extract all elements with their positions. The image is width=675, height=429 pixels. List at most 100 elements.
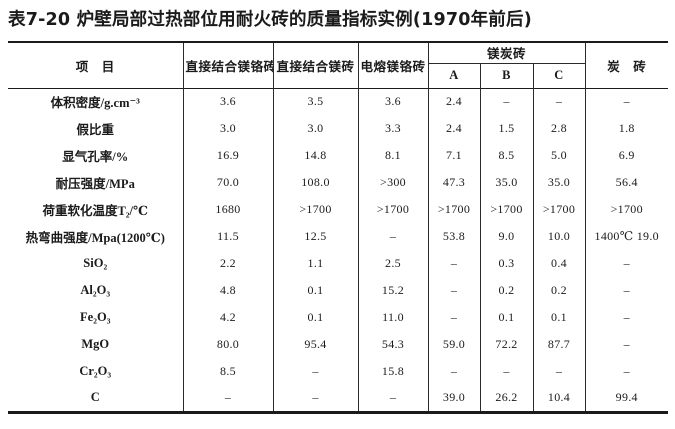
table-cell: 80.0: [182, 331, 274, 358]
table-cell: –: [584, 277, 668, 304]
table-cell: –: [532, 88, 586, 115]
col-header-grade-b: B: [479, 63, 534, 88]
table-cell: 35.0: [532, 169, 586, 196]
col-header-direct-bonded-magnesia-chrome-brick: 直接结合镁铬砖: [182, 42, 274, 88]
table-cell: 7.1: [427, 142, 481, 169]
table-cell: 0.2: [532, 277, 586, 304]
table-row: Fe₂O₃ 4.2 0.1 11.0–0.1 0.1–: [8, 304, 668, 331]
table-cell: –: [479, 88, 534, 115]
table-cell: >1700: [272, 196, 359, 223]
row-label: C: [8, 385, 184, 412]
table-cell: 11.5: [182, 223, 274, 250]
table-cell: 99.4: [584, 385, 668, 412]
table-cell: –: [272, 358, 359, 385]
table-cell: 8.5: [182, 358, 274, 385]
row-label: MgO: [8, 331, 184, 358]
row-label: 显气孔率/%: [8, 142, 184, 169]
header-row-sub: A B C: [8, 63, 668, 88]
table-cell: 15.2: [357, 277, 429, 304]
row-label: 热弯曲强度/Mpa(1200℃): [8, 223, 184, 250]
table-cell: 1400℃ 19.0: [584, 223, 668, 250]
table-cell: 2.2: [182, 250, 274, 277]
row-label: 假比重: [8, 115, 184, 142]
table-cell: 39.0: [427, 385, 481, 412]
table-cell: 0.1: [479, 304, 534, 331]
refractory-brick-quality-table: 项 目 直接结合镁铬砖 直接结合镁砖 电熔镁铬砖 镁炭砖 炭 砖 A B C 体…: [8, 41, 668, 414]
table-row: Al₂O₃ 4.8 0.1 15.2–0.2 0.2–: [8, 277, 668, 304]
table-cell: 3.5: [272, 88, 359, 115]
row-label: Fe₂O₃: [8, 304, 184, 331]
table-cell: 108.0: [272, 169, 359, 196]
table-cell: 2.4: [427, 88, 481, 115]
row-label: Al₂O₃: [8, 277, 184, 304]
table-cell: 70.0: [182, 169, 274, 196]
table-cell: 59.0: [427, 331, 481, 358]
table-cell: 1.5: [479, 115, 534, 142]
table-cell: 95.4: [272, 331, 359, 358]
table-cell: –: [272, 385, 359, 412]
table-cell: –: [584, 304, 668, 331]
table-cell: 1.1: [272, 250, 359, 277]
table-cell: –: [427, 250, 481, 277]
table-cell: 11.0: [357, 304, 429, 331]
col-header-carbon-brick: 炭 砖: [584, 42, 668, 88]
table-cell: –: [357, 223, 429, 250]
table-cell: 47.3: [427, 169, 481, 196]
table-cell: 9.0: [479, 223, 534, 250]
table-row: 耐压强度/MPa 70.0 108.0 >300 47.3 35.0 35.0 56.4: [8, 169, 668, 196]
header-row-top: 项 目 直接结合镁铬砖 直接结合镁砖 电熔镁铬砖 镁炭砖 炭 砖: [8, 42, 668, 88]
col-header-fused-magnesia-chrome-brick: 电熔镁铬砖: [357, 42, 429, 88]
table-row: 显气孔率/% 16.9 14.8 8.1 7.1 8.5 5.0 6.9: [8, 142, 668, 169]
table-cell: –: [479, 358, 534, 385]
table-cell: 87.7: [532, 331, 586, 358]
table-cell: 56.4: [584, 169, 668, 196]
table-row: 荷重软化温度T₂/℃ 1680 >1700 >1700 >1700 >1700 >1700 >…: [8, 196, 668, 223]
table-cell: 54.3: [357, 331, 429, 358]
table-cell: –: [427, 304, 481, 331]
table-cell: >1700: [357, 196, 429, 223]
col-header-grade-c: C: [532, 63, 586, 88]
table-row: Cr₂O₃ 8.5–15.8– – – –: [8, 358, 668, 385]
col-header-direct-bonded-magnesia-brick: 直接结合镁砖: [272, 42, 359, 88]
table-cell: >300: [357, 169, 429, 196]
table-cell: –: [584, 358, 668, 385]
table-cell: 16.9: [182, 142, 274, 169]
table-cell: >1700: [479, 196, 534, 223]
table-cell: 0.1: [272, 304, 359, 331]
row-label: 耐压强度/MPa: [8, 169, 184, 196]
table-cell: –: [427, 358, 481, 385]
table-cell: 1.8: [584, 115, 668, 142]
table-cell: 15.8: [357, 358, 429, 385]
table-cell: 53.8: [427, 223, 481, 250]
table-cell: –: [584, 331, 668, 358]
table-title: 表7-20 炉壁局部过热部位用耐火砖的质量指标实例(1970年前后): [8, 10, 532, 30]
table-cell: 2.5: [357, 250, 429, 277]
row-label: 荷重软化温度T₂/℃: [8, 196, 184, 223]
col-header-grade-a: A: [427, 63, 481, 88]
table-row: MgO 80.0 95.4 54.3 59.0 72.2 87.7–: [8, 331, 668, 358]
table-cell: 10.0: [532, 223, 586, 250]
table-row: 热弯曲强度/Mpa(1200℃) 11.5 12.5–53.8 9.0 10.0 1400…: [8, 223, 668, 250]
table-cell: –: [584, 88, 668, 115]
row-label: Cr₂O₃: [8, 358, 184, 385]
table-cell: 2.4: [427, 115, 481, 142]
table-cell: 0.4: [532, 250, 586, 277]
table-cell: 1680: [182, 196, 274, 223]
table-cell: –: [182, 385, 274, 412]
table-cell: 0.1: [272, 277, 359, 304]
table-cell: 6.9: [584, 142, 668, 169]
table-cell: 0.2: [479, 277, 534, 304]
table-cell: 3.6: [182, 88, 274, 115]
table-cell: 26.2: [479, 385, 534, 412]
col-header-item: 项 目: [8, 42, 184, 88]
table-cell: 4.2: [182, 304, 274, 331]
table-cell: 3.0: [272, 115, 359, 142]
table-cell: 4.8: [182, 277, 274, 304]
table-cell: 10.4: [532, 385, 586, 412]
table-cell: >1700: [532, 196, 586, 223]
table-cell: 14.8: [272, 142, 359, 169]
table-cell: 35.0: [479, 169, 534, 196]
row-label: 体积密度/g.cm⁻³: [8, 88, 184, 115]
table-row: C – – –39.0 26.2 10.4 99.4: [8, 385, 668, 412]
table-header: 项 目 直接结合镁铬砖 直接结合镁砖 电熔镁铬砖 镁炭砖 炭 砖 A B C: [8, 42, 668, 88]
